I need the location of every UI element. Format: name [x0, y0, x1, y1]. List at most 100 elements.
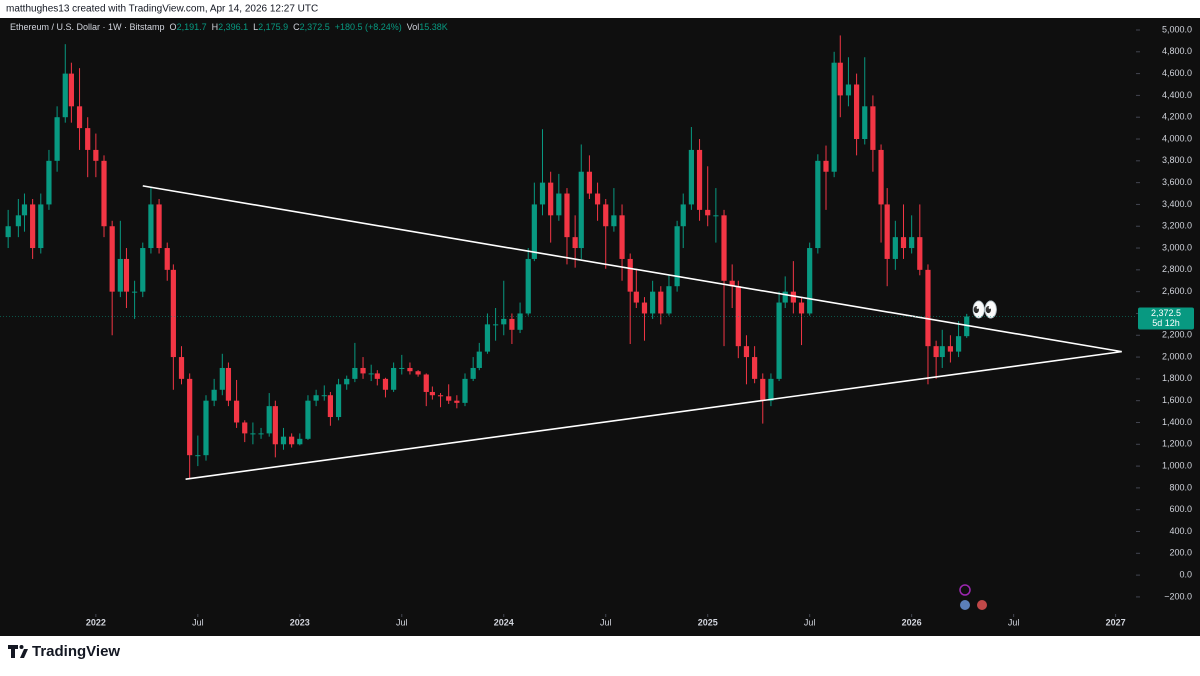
- y-tick-label: 1,200.0: [1162, 439, 1192, 449]
- legend-value: 15.38K: [419, 22, 448, 32]
- candle-body: [335, 384, 342, 418]
- candle-body: [123, 258, 130, 292]
- candle-body: [327, 395, 333, 418]
- candle-body: [831, 62, 837, 172]
- legend-value: +180.5 (+8.24%): [335, 22, 402, 32]
- y-tick-label: 2,600.0: [1162, 286, 1192, 296]
- logo: TradingView: [8, 643, 120, 660]
- candle-body: [156, 204, 162, 249]
- candle-body: [939, 346, 945, 358]
- y-tick-label: 4,400.0: [1162, 90, 1192, 100]
- candle-body: [729, 280, 735, 287]
- legend-value: 2,396.1: [218, 22, 248, 32]
- candle-body: [752, 357, 758, 379]
- candle-body: [352, 367, 358, 379]
- candle-body: [705, 209, 711, 216]
- candle-body: [195, 455, 201, 457]
- candle-body: [776, 302, 782, 379]
- last-price-badge: [1138, 307, 1194, 330]
- candle-body: [30, 204, 36, 249]
- candle-body: [289, 436, 295, 445]
- y-tick-label: 4,200.0: [1162, 112, 1192, 122]
- candle-body: [178, 357, 185, 379]
- candle-body: [548, 182, 554, 216]
- candle-body: [525, 258, 531, 314]
- candle-body: [578, 171, 584, 249]
- x-tick-label: Jul: [192, 617, 204, 627]
- candle-body: [5, 226, 11, 238]
- candle-body: [517, 313, 523, 330]
- candle-body: [391, 367, 397, 390]
- candle-body: [219, 367, 225, 390]
- candle-body: [272, 406, 278, 445]
- candle-body: [870, 106, 876, 150]
- candle-body: [54, 117, 60, 161]
- legend-value: 2,175.9: [258, 22, 288, 32]
- candle-body: [658, 291, 664, 314]
- candle-body: [76, 106, 83, 129]
- y-tick-label: 2,800.0: [1162, 264, 1192, 274]
- event-icon: [977, 600, 987, 610]
- candle-body: [539, 182, 546, 205]
- y-tick-label: 3,800.0: [1162, 155, 1192, 165]
- legend-symbol: Ethereum / U.S. Dollar · 1W · Bitstamp: [10, 22, 165, 32]
- candle-body: [531, 204, 537, 259]
- y-tick-label: 2,000.0: [1162, 351, 1192, 361]
- candle-body: [862, 106, 868, 140]
- candle-body: [782, 291, 788, 303]
- candle-body: [743, 346, 750, 358]
- candle-body: [93, 149, 99, 161]
- candle-body: [62, 73, 68, 118]
- y-tick-label: 1,800.0: [1162, 373, 1192, 383]
- candle-body: [837, 62, 843, 96]
- x-tick-label: 2027: [1106, 617, 1126, 627]
- x-tick-label: Jul: [1008, 617, 1020, 627]
- candle-body: [101, 160, 107, 227]
- candle-body: [619, 215, 625, 259]
- candle-body: [964, 316, 970, 337]
- candle-body: [492, 324, 499, 326]
- countdown: 5d 12h: [1152, 318, 1180, 328]
- candle-body: [280, 436, 287, 445]
- candle-body: [470, 367, 476, 379]
- y-tick-label: 400.0: [1169, 526, 1192, 536]
- candle-body: [721, 215, 727, 281]
- candle-body: [688, 149, 694, 205]
- candle-body: [15, 215, 21, 227]
- candle-body: [845, 84, 852, 96]
- candle-body: [462, 378, 468, 403]
- candle-body: [454, 400, 460, 403]
- candle-body: [760, 378, 766, 401]
- legend-value: 2,372.5: [300, 22, 330, 32]
- candle-body: [633, 291, 639, 303]
- trendline: [142, 185, 1122, 353]
- candle-body: [556, 193, 562, 216]
- logo-mark: [20, 649, 28, 658]
- annotation: 👀: [971, 297, 998, 322]
- candle-body: [627, 258, 633, 292]
- y-tick-label: 3,400.0: [1162, 199, 1192, 209]
- candle-body: [344, 378, 350, 385]
- y-tick-label: 5,000.0: [1162, 24, 1192, 34]
- candle-body: [790, 291, 796, 303]
- legend-value: 2,191.7: [177, 22, 207, 32]
- event-icon: [959, 584, 971, 596]
- brand: TradingView: [32, 643, 120, 660]
- y-tick-label: 4,800.0: [1162, 46, 1192, 56]
- x-tick-label: Jul: [600, 617, 612, 627]
- legend-key: O: [170, 22, 177, 32]
- trendline: [185, 350, 1122, 480]
- candle-body: [611, 215, 617, 227]
- candle-body: [572, 237, 578, 249]
- y-tick-label: −200.0: [1164, 591, 1192, 601]
- candle-body: [266, 406, 272, 434]
- candle-body: [509, 318, 515, 330]
- candle-body: [713, 215, 719, 217]
- candle-body: [21, 204, 28, 216]
- y-tick-label: 800.0: [1169, 482, 1192, 492]
- y-tick-label: 4,000.0: [1162, 133, 1192, 143]
- candle-body: [407, 367, 413, 372]
- candle-body: [878, 149, 884, 205]
- y-tick-label: 3,600.0: [1162, 177, 1192, 187]
- candle-body: [696, 149, 703, 210]
